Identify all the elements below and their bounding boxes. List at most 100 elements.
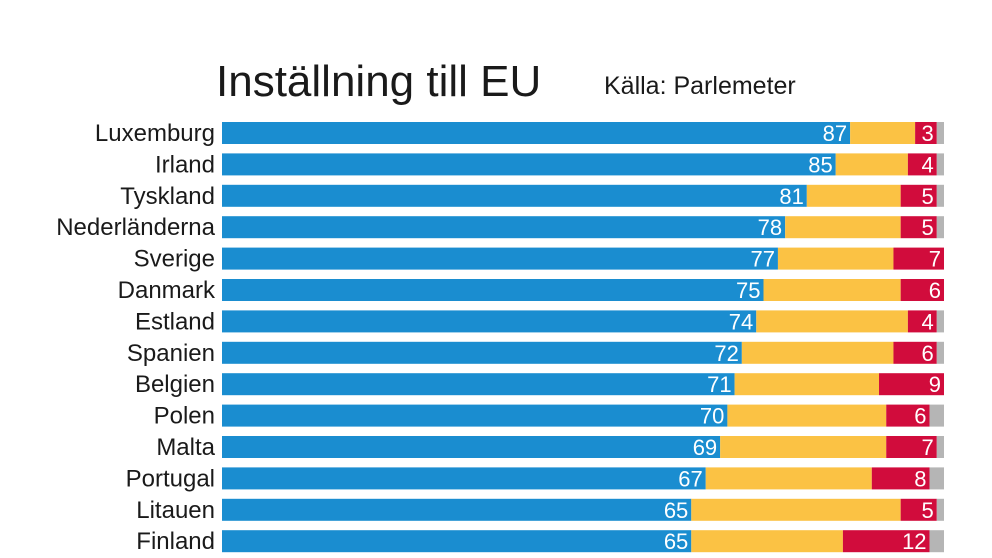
- data-label-negative: 6: [929, 278, 941, 303]
- data-label-negative: 6: [914, 404, 926, 429]
- data-label-positive: 69: [693, 435, 717, 460]
- bar-row: Malta 69 7: [156, 434, 944, 461]
- bar-segment-positive: [222, 530, 692, 553]
- bar-row: Estland 74 4: [135, 308, 944, 335]
- bar-segment-negative: [871, 467, 930, 490]
- bar-segment-unknown: [936, 341, 944, 364]
- category-label: Malta: [156, 434, 215, 461]
- bar-segment-negative: [886, 404, 930, 427]
- bar-segment-unknown: [936, 310, 944, 333]
- bar-row: Tyskland 81 5: [120, 183, 944, 210]
- bar-segment-neutral: [691, 530, 843, 553]
- bar-segment-negative: [907, 153, 937, 176]
- data-label-negative: 5: [922, 498, 934, 523]
- bar-segment-positive: [222, 247, 778, 270]
- data-label-positive: 71: [707, 372, 731, 397]
- bar-segment-positive: [222, 184, 807, 207]
- bar-segment-positive: [222, 153, 836, 176]
- bar-row: Luxemburg 87 3: [95, 120, 944, 147]
- bar-row: Finland 65 12: [136, 528, 944, 555]
- category-label: Litauen: [136, 497, 215, 524]
- category-label: Tyskland: [120, 183, 215, 210]
- bar-segment-unknown: [936, 184, 944, 207]
- bar-segment-neutral: [705, 467, 872, 490]
- bar-row: Litauen 65 5: [136, 497, 944, 524]
- category-label: Irland: [155, 151, 215, 178]
- bar-segment-negative: [900, 216, 937, 239]
- bar-segment-positive: [222, 467, 706, 490]
- bar-row: Portugal 67 8: [126, 465, 944, 492]
- bar-segment-negative: [907, 310, 937, 333]
- chart-subtitle: Källa: Parlemeter: [604, 72, 796, 100]
- data-label-positive: 70: [700, 404, 724, 429]
- data-label-positive: 75: [736, 278, 760, 303]
- category-label: Sverige: [134, 246, 215, 273]
- bar-segment-neutral: [806, 184, 901, 207]
- bar-segment-unknown: [929, 530, 944, 553]
- category-label: Polen: [154, 403, 215, 430]
- data-label-positive: 78: [758, 215, 782, 240]
- data-label-positive: 67: [678, 466, 702, 491]
- data-label-negative: 3: [922, 121, 934, 146]
- data-label-positive: 65: [664, 529, 688, 554]
- data-label-negative: 8: [914, 466, 926, 491]
- data-label-negative: 9: [929, 372, 941, 397]
- bar-segment-neutral: [835, 153, 908, 176]
- bar-segment-negative: [893, 341, 937, 364]
- bar-segment-unknown: [929, 404, 944, 427]
- bar-segment-positive: [222, 122, 851, 144]
- category-label: Luxemburg: [95, 120, 215, 147]
- data-label-positive: 74: [729, 309, 753, 334]
- category-label: Portugal: [126, 465, 215, 492]
- data-label-negative: 4: [922, 152, 934, 177]
- bar-segment-positive: [222, 279, 764, 301]
- bar-row: Belgien 71 9: [135, 371, 944, 398]
- data-label-positive: 87: [823, 121, 847, 146]
- chart-title: Inställning till EU: [216, 57, 541, 106]
- bar-segment-neutral: [756, 310, 908, 333]
- category-label: Belgien: [135, 371, 215, 398]
- bar-row: Nederländerna 78 5: [56, 214, 944, 241]
- bar-segment-neutral: [727, 404, 887, 427]
- bar-row: Spanien 72 6: [127, 340, 944, 367]
- bar-segment-unknown: [936, 436, 944, 458]
- category-label: Nederländerna: [56, 214, 215, 241]
- bar-segment-unknown: [936, 216, 944, 239]
- bar-segment-negative: [915, 122, 937, 144]
- bar-row: Sverige 77 7: [134, 246, 944, 273]
- bar-segment-unknown: [929, 467, 944, 490]
- bar-segment-unknown: [936, 498, 944, 521]
- bar-segment-unknown: [936, 122, 944, 144]
- data-label-negative: 7: [929, 247, 941, 272]
- bar-row: Polen 70 6: [154, 403, 944, 430]
- data-label-positive: 81: [779, 184, 803, 209]
- bar-segment-neutral: [734, 373, 880, 396]
- bar-segment-unknown: [936, 153, 944, 176]
- bar-segment-negative: [842, 530, 930, 553]
- data-label-negative: 4: [922, 309, 934, 334]
- bar-segment-positive: [222, 436, 721, 458]
- bar-segment-negative: [900, 279, 944, 301]
- data-label-positive: 72: [714, 341, 738, 366]
- category-label: Danmark: [118, 277, 216, 304]
- bar-segment-negative: [893, 247, 944, 270]
- data-label-positive: 77: [750, 247, 774, 272]
- data-label-negative: 7: [922, 435, 934, 460]
- bar-row: Danmark 75 6: [118, 277, 944, 304]
- bar-segment-negative: [900, 184, 937, 207]
- data-label-negative: 12: [902, 529, 926, 554]
- bar-row: Irland 85 4: [155, 151, 944, 178]
- bar-segment-positive: [222, 216, 786, 239]
- bar-segment-neutral: [850, 122, 916, 144]
- bar-segment-positive: [222, 310, 757, 333]
- bar-segment-positive: [222, 373, 735, 396]
- data-label-negative: 5: [922, 184, 934, 209]
- bar-segment-negative: [879, 373, 944, 396]
- data-label-negative: 5: [922, 215, 934, 240]
- bar-segment-neutral: [777, 247, 894, 270]
- bar-segment-positive: [222, 498, 692, 521]
- category-label: Spanien: [127, 340, 215, 367]
- bar-segment-negative: [900, 498, 937, 521]
